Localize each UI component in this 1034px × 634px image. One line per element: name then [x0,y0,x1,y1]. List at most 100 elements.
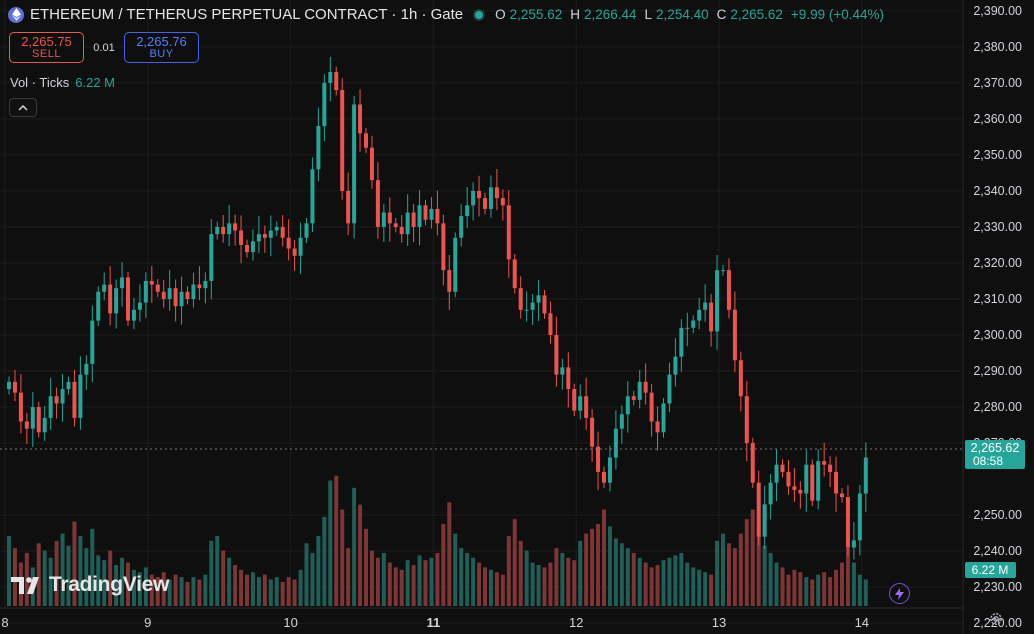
volume-bar [423,560,428,606]
candle-body [697,309,702,321]
candle-body [554,335,559,375]
candle-body [417,205,422,227]
candle-body [845,497,850,548]
volume-bar [691,567,696,606]
buy-price: 2,265.76 [136,33,187,49]
volume-bar [286,577,291,606]
candle-body [649,392,654,422]
volume-bar [685,562,690,606]
candle-body [572,389,577,411]
volume-bar [459,548,464,606]
candle-body [96,291,101,321]
symbol-title[interactable]: ETHEREUM / TETHERUS PERPETUAL CONTRACT ·… [30,6,464,23]
volume-bar [173,574,178,606]
volume-bar [316,536,321,606]
candle-body [30,407,35,429]
candle-body [173,288,178,307]
candle-body [786,471,791,487]
volume-bar [262,574,267,606]
candle-body [78,374,83,418]
candle-body [364,133,368,148]
candle-body [191,284,196,299]
candle-body [453,237,458,292]
volume-bar [399,569,404,606]
volume-value: 6.22 M [75,75,115,90]
sell-price: 2,265.75 [21,33,72,49]
candle-body [42,417,47,433]
time-tick-label: 12 [569,615,583,630]
tradingview-logo[interactable]: TradingView [11,573,169,597]
candle-body [126,277,130,321]
volume-bar [72,521,77,606]
price-tick-label: 2,220.00 [973,616,1022,630]
volume-bar [732,548,737,606]
lightning-icon[interactable] [889,583,910,604]
candle-body [179,291,184,307]
time-tick-label: 9 [144,615,151,630]
price-tick-label: 2,300.00 [973,328,1022,342]
candle-body [161,291,166,299]
volume-bar [304,543,309,606]
candle-body [625,396,630,415]
volume-bar [756,524,761,606]
sell-button[interactable]: 2,265.75 SELL [9,32,84,63]
ohlc-open: 2,255.62 [509,7,563,22]
candle-body [756,482,761,537]
candle-body [435,208,440,224]
volume-bar [494,572,499,606]
candle-body [108,284,113,314]
candle-body [60,389,65,404]
volume-bar [60,533,65,606]
candle-body [441,223,446,271]
volume-bar [227,557,232,606]
volume-tag-value: 6.22 M [972,563,1009,577]
volume-bar [488,569,493,606]
candle-body [286,237,291,249]
candle-body [387,212,392,224]
candle-body [280,226,285,238]
volume-bar [369,550,374,606]
volume-bar [584,533,589,606]
candle-body [346,190,351,224]
volume-bar [721,533,725,606]
candle-body [512,259,517,289]
candle-body [715,270,720,332]
volume-bar [179,577,184,606]
buy-button[interactable]: 2,265.76 BUY [124,32,199,63]
candle-body [483,198,487,209]
candle-body [215,226,220,235]
candle-body [792,486,797,490]
candle-body [774,464,779,483]
volume-legend[interactable]: Vol · Ticks 6.22 M [10,75,115,90]
gear-icon[interactable] [988,611,1004,627]
spread-value: 0.01 [93,41,115,54]
candle-body [328,72,333,83]
candle-body [459,216,464,238]
candle-body [375,180,380,227]
volume-bar [792,569,797,606]
volume-bar [822,572,827,606]
candle-body [149,280,154,285]
price-tick-label: 2,230.00 [973,580,1022,594]
volume-bar [703,572,708,606]
volume-bar [149,574,154,606]
candle-body [250,241,255,253]
candle-body [203,280,208,289]
chart-grid [0,0,963,624]
volume-bar [744,519,749,606]
volume-bar [167,579,172,606]
volume-bar [780,567,785,606]
volume-bar [602,509,606,606]
collapse-legend-button[interactable] [9,98,37,117]
candle-body [566,367,571,390]
price-tick-label: 2,280.00 [973,400,1022,414]
volume-bar [709,574,714,606]
volume-bar [643,562,648,606]
volume-bar [637,557,642,606]
volume-bar [857,574,862,606]
candle-body [780,464,785,472]
volume-bar [191,577,196,606]
candle-body [36,407,41,433]
candle-body [703,302,708,310]
